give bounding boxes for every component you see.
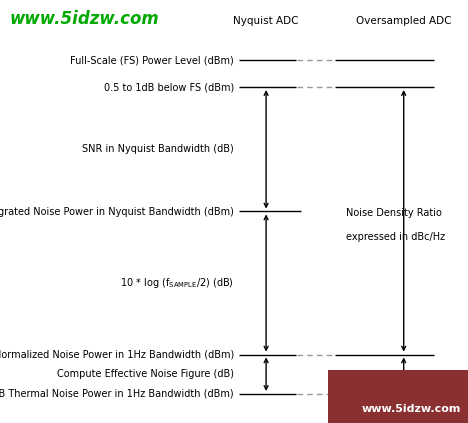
Text: 10 * log (f$_{\mathsf{SAMPLE}}$/2) (dB): 10 * log (f$_{\mathsf{SAMPLE}}$/2) (dB): [120, 276, 234, 290]
Text: Oversampled ADC: Oversampled ADC: [356, 16, 452, 26]
Text: www.5idzw.com: www.5idzw.com: [362, 404, 461, 414]
Text: Compute Effective Noise Figure (dB): Compute Effective Noise Figure (dB): [57, 369, 234, 379]
Text: 0.5 to 1dB below FS (dBm): 0.5 to 1dB below FS (dBm): [104, 82, 234, 92]
Text: Full-Scale (FS) Power Level (dBm): Full-Scale (FS) Power Level (dBm): [70, 55, 234, 65]
Text: www.5idzw.com: www.5idzw.com: [9, 11, 159, 28]
Text: SNR in Nyquist Bandwidth (dB): SNR in Nyquist Bandwidth (dB): [82, 144, 234, 154]
Text: Noise Density Ratio: Noise Density Ratio: [346, 208, 442, 217]
Text: Nyquist ADC: Nyquist ADC: [234, 16, 299, 26]
Text: Integrated Noise Power in Nyquist Bandwidth (dBm): Integrated Noise Power in Nyquist Bandwi…: [0, 206, 234, 217]
Text: Normalized Noise Power in 1Hz Bandwidth (dBm): Normalized Noise Power in 1Hz Bandwidth …: [0, 349, 234, 360]
Text: expressed in dBc/Hz: expressed in dBc/Hz: [346, 232, 446, 242]
Text: KTB Thermal Noise Power in 1Hz Bandwidth (dBm): KTB Thermal Noise Power in 1Hz Bandwidth…: [0, 389, 234, 399]
